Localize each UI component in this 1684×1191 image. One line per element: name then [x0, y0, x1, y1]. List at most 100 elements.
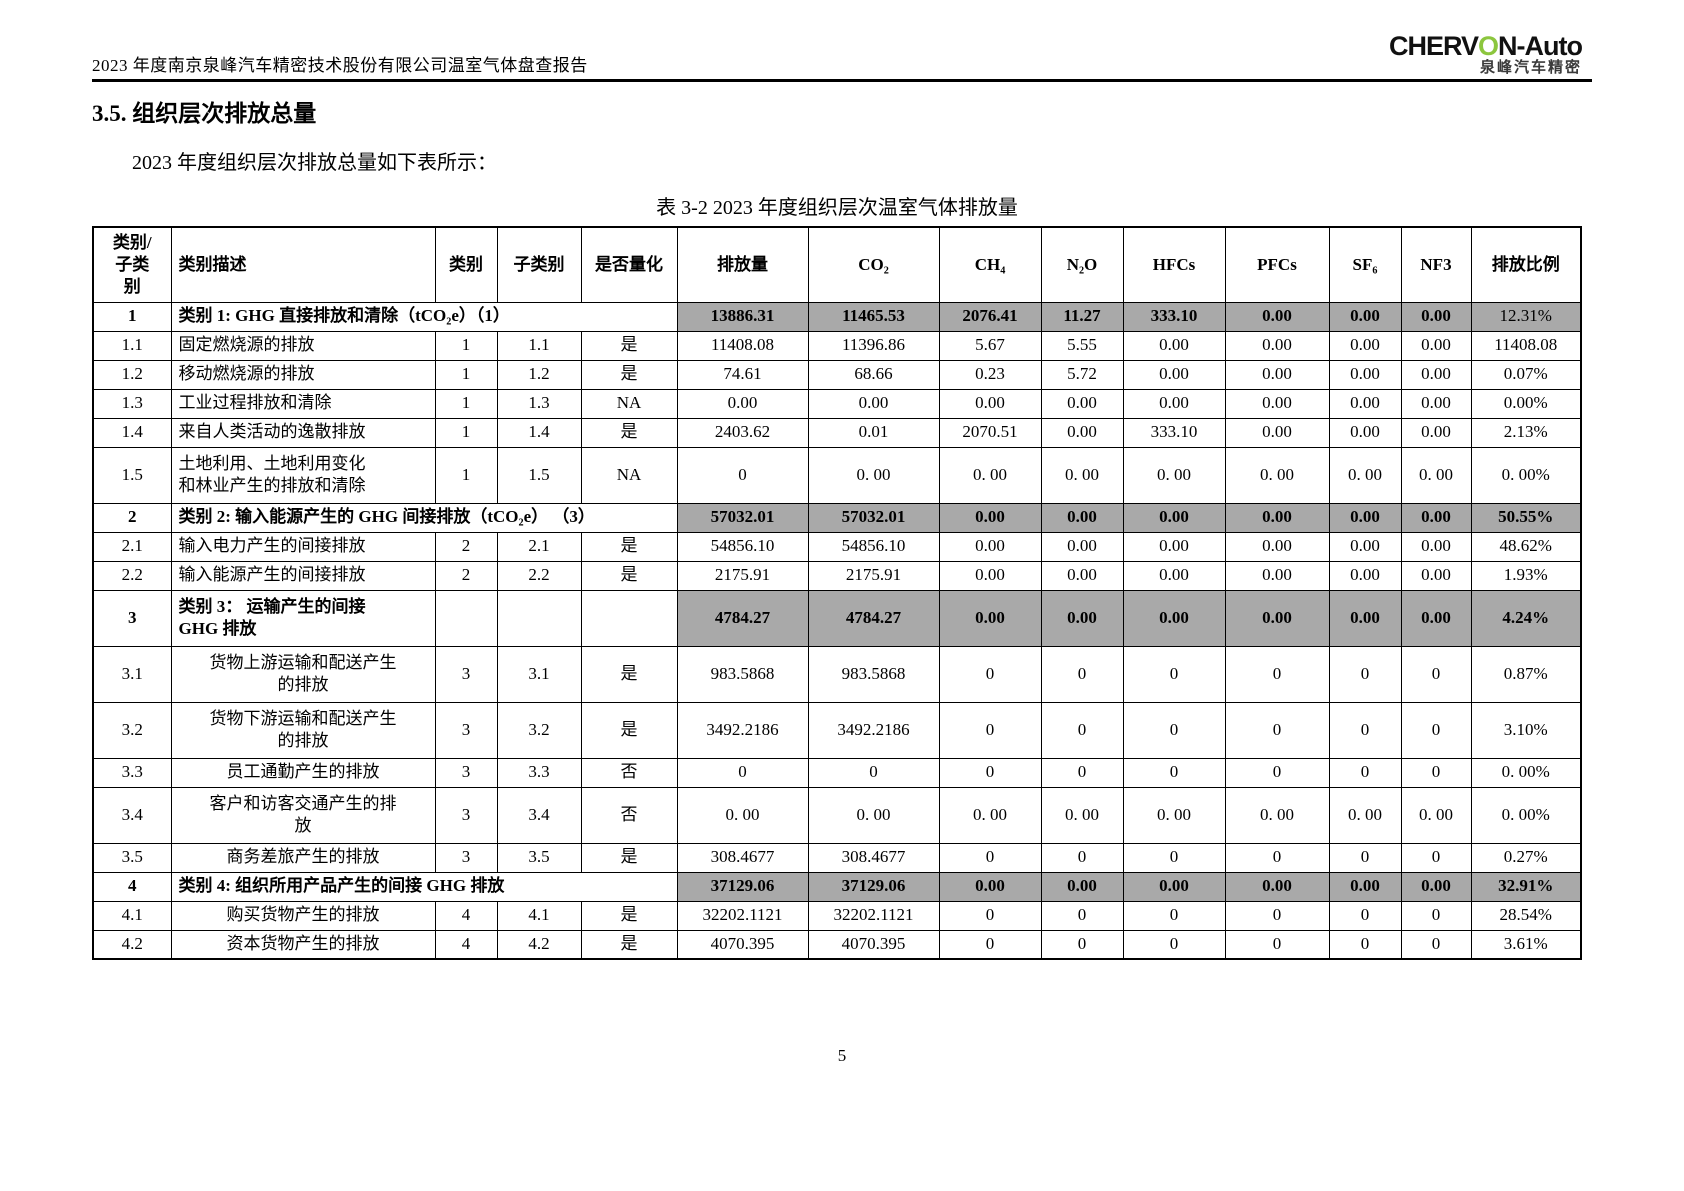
- table-title: 表 3-2 2023 年度组织层次温室气体排放量: [656, 197, 1018, 219]
- row-desc: 类别 2: 输入能源产生的 GHG 间接排放（tCO₂e） （3）: [170, 502, 678, 533]
- cell-co2: 0.01: [807, 417, 940, 448]
- cell-co2: 2175.91: [807, 560, 940, 591]
- cell-co2: 4784.27: [807, 589, 940, 647]
- cell-sf6: 0. 00: [1328, 786, 1402, 844]
- cell-subcategory: 1.5: [496, 446, 582, 504]
- table-row: 4.1 购买货物产生的排放 4 4.1 是 32202.1121 32202.1…: [92, 900, 1582, 931]
- cell-nf3: 0: [1400, 842, 1472, 873]
- cell-quantified: NA: [580, 446, 678, 504]
- cell-sf6: 0.00: [1328, 301, 1402, 332]
- cell-hfcs: 333.10: [1122, 301, 1226, 332]
- table-row: 2.2 输入能源产生的间接排放 2 2.2 是 2175.91 2175.91 …: [92, 560, 1582, 591]
- brand-text: N-Auto: [1498, 30, 1583, 61]
- cell-pfcs: 0. 00: [1224, 786, 1330, 844]
- row-id: 4: [92, 871, 172, 902]
- cell-pfcs: 0.00: [1224, 560, 1330, 591]
- cell-pfcs: 0.00: [1224, 301, 1330, 332]
- cell-ratio: 0. 00%: [1470, 446, 1582, 504]
- cell-emission: 2403.62: [676, 417, 809, 448]
- cell-category: [434, 589, 498, 647]
- cell-sf6: 0.00: [1328, 502, 1402, 533]
- table-row-category-1: 1 类别 1: GHG 直接排放和清除（tCO₂e）（1） 13886.31 1…: [92, 301, 1582, 332]
- row-id: 3.2: [92, 701, 172, 759]
- cell-ratio: 32.91%: [1470, 871, 1582, 902]
- brand-logo: CHERVON-Auto 泉峰汽车精密: [1389, 32, 1592, 76]
- cell-co2: 54856.10: [807, 531, 940, 562]
- cell-n2o: 0.00: [1040, 417, 1124, 448]
- cell-sf6: 0.00: [1328, 417, 1402, 448]
- cell-nf3: 0.00: [1400, 359, 1472, 390]
- cell-n2o: 0: [1040, 701, 1124, 759]
- cell-emission: 2175.91: [676, 560, 809, 591]
- cell-ratio: 0. 00%: [1470, 757, 1582, 788]
- report-page: 2023 年度南京泉峰汽车精密技术股份有限公司温室气体盘查报告 CHERVON-…: [92, 0, 1592, 1065]
- table-row: 1.4 来自人类活动的逸散排放 1 1.4 是 2403.62 0.01 207…: [92, 417, 1582, 448]
- cell-n2o: 0: [1040, 842, 1124, 873]
- row-desc: 移动燃烧源的排放: [170, 359, 436, 390]
- cell-ratio: 4.24%: [1470, 589, 1582, 647]
- cell-category: 3: [434, 786, 498, 844]
- cell-ch4: 0. 00: [938, 786, 1042, 844]
- cell-ch4: 0.00: [938, 589, 1042, 647]
- cell-category: 4: [434, 900, 498, 931]
- cell-ch4: 0.00: [938, 531, 1042, 562]
- cell-category: 3: [434, 645, 498, 703]
- cell-ratio: 12.31%: [1470, 301, 1582, 332]
- column-header: 排放比例: [1470, 226, 1582, 303]
- cell-category: 2: [434, 531, 498, 562]
- cell-hfcs: 0.00: [1122, 388, 1226, 419]
- cell-category: 1: [434, 446, 498, 504]
- cell-category: 1: [434, 417, 498, 448]
- cell-ch4: 0.00: [938, 871, 1042, 902]
- cell-nf3: 0.00: [1400, 388, 1472, 419]
- cell-pfcs: 0: [1224, 757, 1330, 788]
- cell-emission: 32202.1121: [676, 900, 809, 931]
- row-id: 2.1: [92, 531, 172, 562]
- row-desc: 货物上游运输和配送产生 的排放: [170, 645, 436, 703]
- row-desc: 商务差旅产生的排放: [170, 842, 436, 873]
- cell-sf6: 0: [1328, 900, 1402, 931]
- table-row: 3.1 货物上游运输和配送产生 的排放 3 3.1 是 983.5868 983…: [92, 645, 1582, 703]
- cell-pfcs: 0.00: [1224, 589, 1330, 647]
- brand-subtitle: 泉峰汽车精密: [1479, 59, 1582, 77]
- table-row-category-3: 3 类别 3： 运输产生的间接 GHG 排放 4784.27 4784.27 0…: [92, 589, 1582, 647]
- table-row: 3.5 商务差旅产生的排放 3 3.5 是 308.4677 308.4677 …: [92, 842, 1582, 873]
- row-desc: 固定燃烧源的排放: [170, 330, 436, 361]
- cell-emission: 4070.395: [676, 929, 809, 960]
- cell-subcategory: 1.4: [496, 417, 582, 448]
- cell-ratio: 3.10%: [1470, 701, 1582, 759]
- cell-sf6: 0.00: [1328, 531, 1402, 562]
- cell-hfcs: 0: [1122, 900, 1226, 931]
- row-desc: 土地利用、土地利用变化 和林业产生的排放和清除: [170, 446, 436, 504]
- cell-subcategory: 3.3: [496, 757, 582, 788]
- cell-hfcs: 0.00: [1122, 560, 1226, 591]
- cell-ratio: 50.55%: [1470, 502, 1582, 533]
- cell-quantified: 是: [580, 560, 678, 591]
- row-desc: 类别 4: 组织所用产品产生的间接 GHG 排放: [170, 871, 678, 902]
- cell-subcategory: 2.2: [496, 560, 582, 591]
- cell-ratio: 28.54%: [1470, 900, 1582, 931]
- cell-sf6: 0: [1328, 842, 1402, 873]
- row-id: 3.1: [92, 645, 172, 703]
- cell-co2: 0. 00: [807, 446, 940, 504]
- cell-pfcs: 0.00: [1224, 388, 1330, 419]
- cell-n2o: 0: [1040, 757, 1124, 788]
- cell-sf6: 0: [1328, 929, 1402, 960]
- cell-ch4: 0. 00: [938, 446, 1042, 504]
- cell-co2: 4070.395: [807, 929, 940, 960]
- row-id: 3.4: [92, 786, 172, 844]
- cell-n2o: 0.00: [1040, 871, 1124, 902]
- cell-sf6: 0.00: [1328, 330, 1402, 361]
- cell-co2: 0: [807, 757, 940, 788]
- column-header: 排放量: [676, 226, 809, 303]
- cell-co2: 0. 00: [807, 786, 940, 844]
- cell-pfcs: 0: [1224, 645, 1330, 703]
- table-row: 1.1 固定燃烧源的排放 1 1.1 是 11408.08 11396.86 5…: [92, 330, 1582, 361]
- row-desc: 客户和访客交通产生的排 放: [170, 786, 436, 844]
- cell-sf6: 0. 00: [1328, 446, 1402, 504]
- table-row: 4.2 资本货物产生的排放 4 4.2 是 4070.395 4070.395 …: [92, 929, 1582, 960]
- cell-subcategory: 3.5: [496, 842, 582, 873]
- cell-quantified: 是: [580, 900, 678, 931]
- cell-nf3: 0. 00: [1400, 786, 1472, 844]
- cell-ch4: 0: [938, 929, 1042, 960]
